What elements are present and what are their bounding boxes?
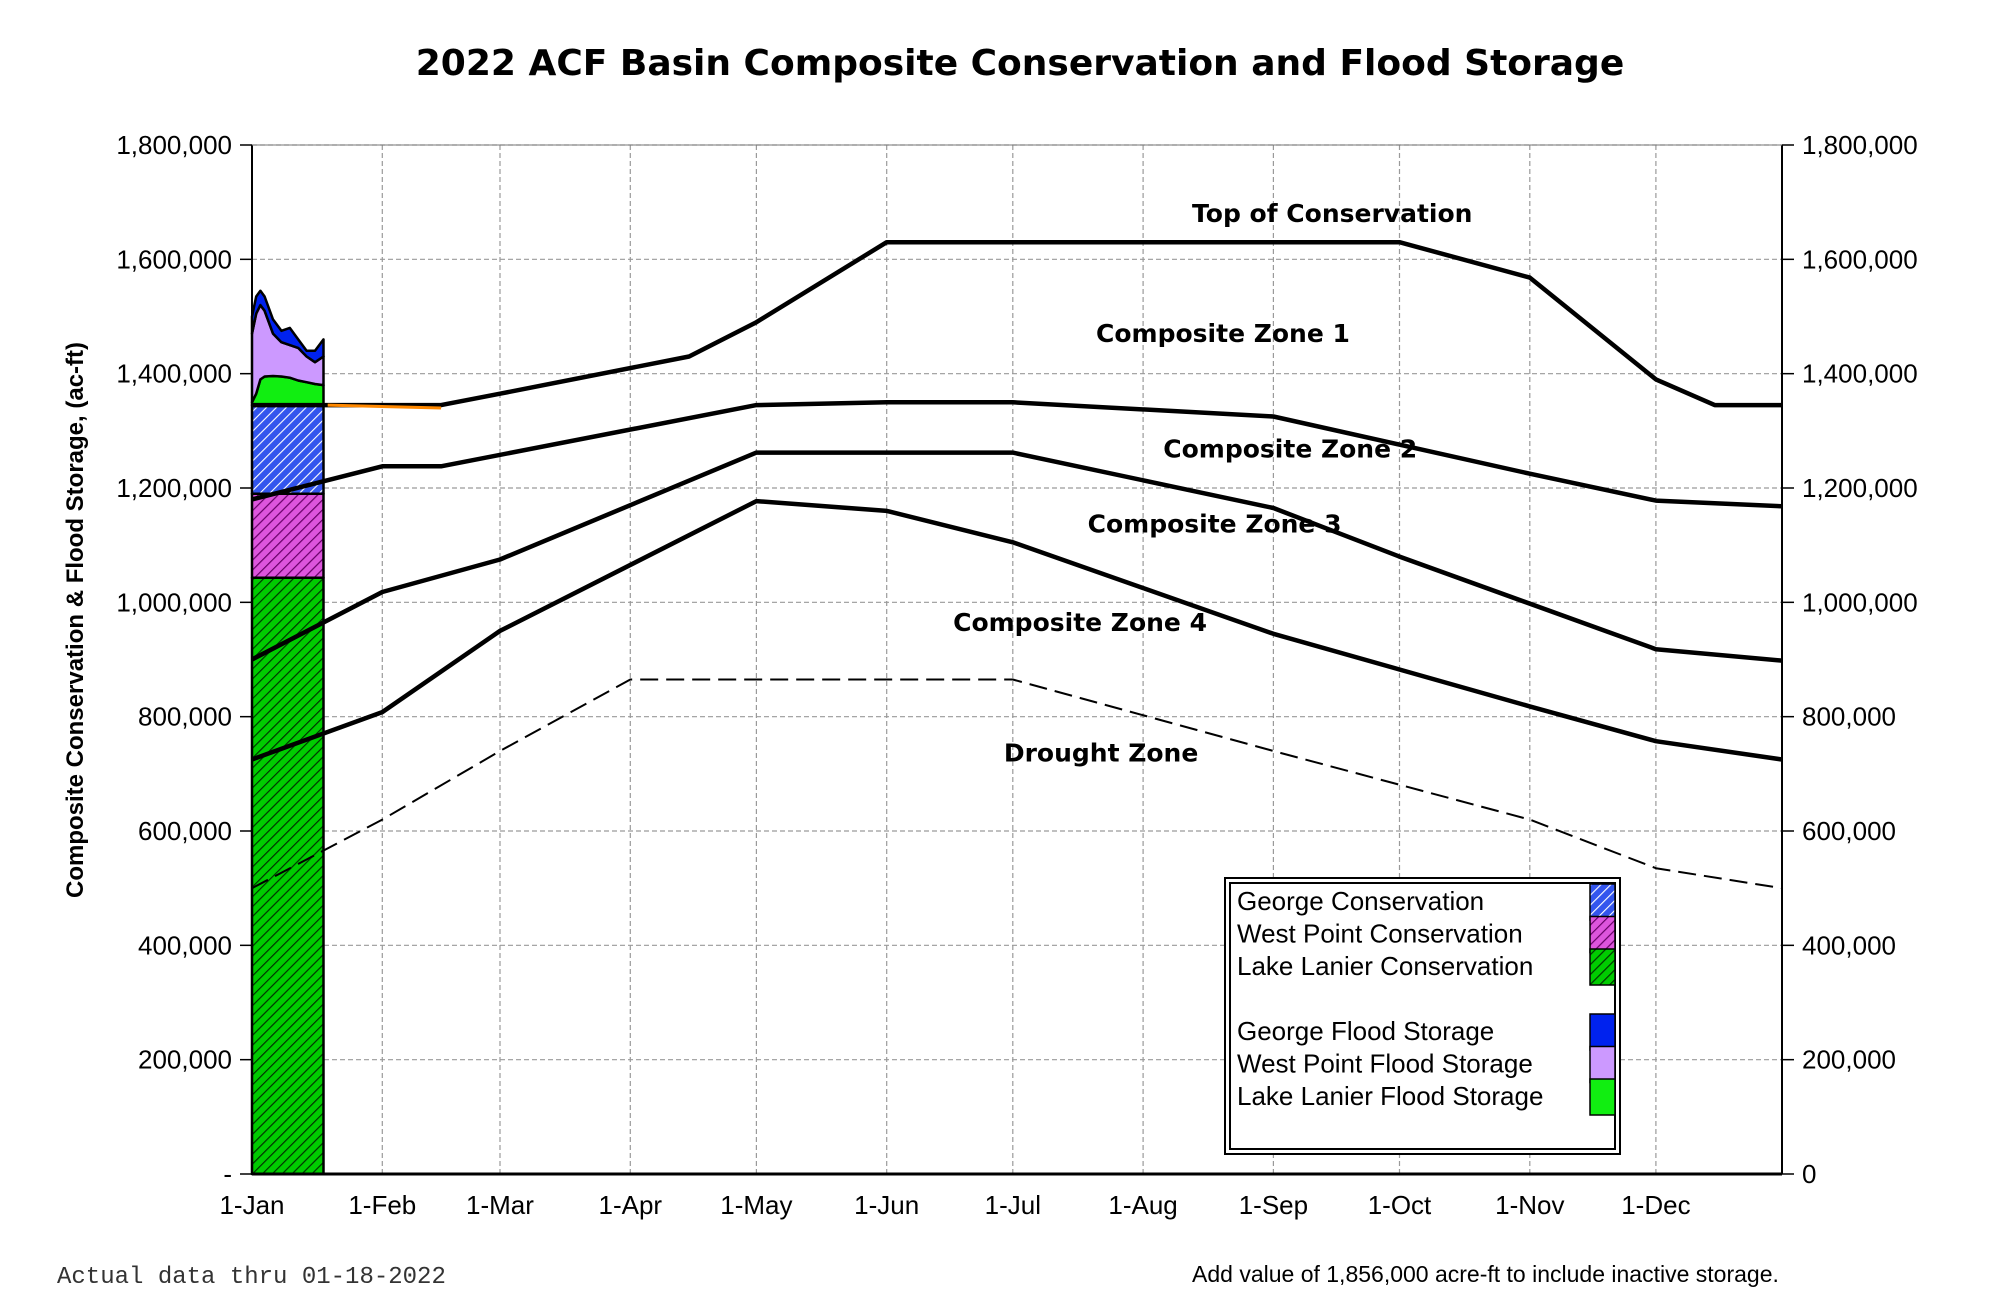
west-point-conservation-area bbox=[250, 492, 325, 580]
legend-swatch-george-flood-storage bbox=[1589, 1013, 1616, 1051]
actual-storage bbox=[327, 403, 442, 410]
y-tick-label-right: 600,000 bbox=[1802, 816, 1896, 846]
legend-swatch-george-conservation bbox=[1589, 883, 1616, 921]
legend-label-george-flood-storage: George Flood Storage bbox=[1237, 1016, 1494, 1046]
x-tick-label: 1-Feb bbox=[348, 1190, 416, 1220]
top-of-conservation-label: Top of Conservation bbox=[1192, 199, 1472, 228]
x-tick-label: 1-Mar bbox=[466, 1190, 534, 1220]
storage-areas bbox=[250, 289, 325, 1176]
x-tick-label: 1-Dec bbox=[1621, 1190, 1690, 1220]
x-tick-label: 1-Jun bbox=[854, 1190, 919, 1220]
x-tick-label: 1-May bbox=[720, 1190, 792, 1220]
x-tick-labels: 1-Jan 1-Feb 1-Mar 1-Apr 1-May 1-Jun 1-Jul 1-Aug… bbox=[219, 1190, 1690, 1220]
y-tick-labels-right: 0 200,000 400,000 600,000 800,000 1,000,000 1,… bbox=[1802, 130, 1918, 1189]
x-tick-label: 1-Jul bbox=[985, 1190, 1041, 1220]
axes bbox=[240, 144, 1794, 1176]
y-tick-label-left: 1,000,000 bbox=[116, 587, 232, 617]
legend-label-west-point-conservation: West Point Conservation bbox=[1237, 919, 1523, 949]
legend-swatch-lake-lanier-flood-storage bbox=[1589, 1078, 1616, 1116]
y-tick-label-right: 0 bbox=[1802, 1159, 1816, 1189]
y-tick-label-left: 400,000 bbox=[138, 930, 232, 960]
y-tick-label-left: 1,800,000 bbox=[116, 130, 232, 160]
legend-label-lake-lanier-conservation: Lake Lanier Conservation bbox=[1237, 951, 1533, 981]
y-tick-label-left: 600,000 bbox=[138, 816, 232, 846]
composite-zone-1-label: Composite Zone 1 bbox=[1096, 319, 1350, 348]
actual-data-note: Actual data thru 01-18-2022 bbox=[57, 1264, 446, 1291]
y-tick-label-right: 1,400,000 bbox=[1802, 359, 1918, 389]
x-tick-label: 1-Jan bbox=[219, 1190, 284, 1220]
y-tick-label-right: 1,800,000 bbox=[1802, 130, 1918, 160]
x-tick-label: 1-Apr bbox=[599, 1190, 663, 1220]
actual-storage-line bbox=[327, 403, 442, 410]
y-tick-label-left: 1,600,000 bbox=[116, 244, 232, 274]
composite-zone-4-label: Composite Zone 4 bbox=[953, 608, 1207, 637]
legend-swatch-lake-lanier-conservation bbox=[1589, 948, 1616, 986]
y-tick-labels-left: - 200,000 400,000 600,000 800,000 1,000,000 1,… bbox=[116, 130, 232, 1189]
legend-swatch-west-point-conservation bbox=[1589, 915, 1616, 954]
y-tick-label-left: 200,000 bbox=[138, 1045, 232, 1075]
y-axis-label: Composite Conservation & Flood Storage, … bbox=[62, 342, 89, 898]
legend-label-lake-lanier-flood-storage: Lake Lanier Flood Storage bbox=[1237, 1081, 1543, 1111]
composite-zone-2-label: Composite Zone 2 bbox=[1163, 435, 1417, 464]
composite-zone-3-label: Composite Zone 3 bbox=[1088, 510, 1342, 539]
y-tick-label-right: 800,000 bbox=[1802, 702, 1896, 732]
y-tick-label-left: 800,000 bbox=[138, 702, 232, 732]
legend-label-west-point-flood-storage: West Point Flood Storage bbox=[1237, 1049, 1533, 1079]
inactive-storage-note: Add value of 1,856,000 acre-ft to includ… bbox=[1192, 1261, 1779, 1287]
x-tick-label: 1-Nov bbox=[1495, 1190, 1564, 1220]
y-tick-label-left: 1,200,000 bbox=[116, 473, 232, 503]
drought-line-line bbox=[251, 678, 1783, 890]
legend-frame-outer bbox=[1224, 877, 1621, 1155]
zone-lines bbox=[250, 239, 1783, 890]
lake-lanier-conservation-area bbox=[250, 576, 325, 1176]
composite-zone-1-lower-line bbox=[251, 400, 1783, 509]
y-tick-label-right: 1,000,000 bbox=[1802, 587, 1918, 617]
x-tick-label: 1-Aug bbox=[1108, 1190, 1177, 1220]
y-tick-label-right: 400,000 bbox=[1802, 930, 1896, 960]
legend-label-george-conservation: George Conservation bbox=[1237, 886, 1484, 916]
x-tick-label: 1-Sep bbox=[1239, 1190, 1308, 1220]
y-tick-label-left: 1,400,000 bbox=[116, 359, 232, 389]
chart-title: 2022 ACF Basin Composite Conservation an… bbox=[416, 43, 1625, 84]
y-tick-label-right: 200,000 bbox=[1802, 1045, 1896, 1075]
top-of-conservation-line bbox=[252, 239, 1782, 408]
y-tick-label-left: - bbox=[223, 1159, 232, 1189]
zone-labels: Top of Conservation Composite Zone 1 Compo… bbox=[953, 199, 1472, 767]
y-tick-label-right: 1,200,000 bbox=[1802, 473, 1918, 503]
composite-zone-2-lower-line bbox=[250, 450, 1783, 663]
composite-zone-3-lower-line bbox=[251, 498, 1783, 762]
y-tick-label-right: 1,600,000 bbox=[1802, 244, 1918, 274]
george-flood-storage-area bbox=[250, 289, 325, 364]
x-tick-label: 1-Oct bbox=[1368, 1190, 1432, 1220]
george-conservation-area bbox=[250, 403, 325, 495]
legend-swatch-west-point-flood-storage bbox=[1589, 1045, 1616, 1084]
drought-zone-label: Drought Zone bbox=[1004, 738, 1198, 767]
